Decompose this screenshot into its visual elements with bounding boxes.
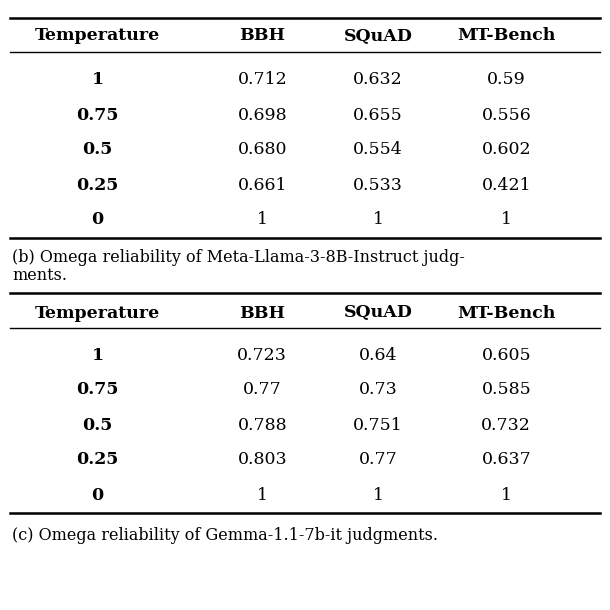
Text: 0.655: 0.655 xyxy=(353,107,403,123)
Text: 0.5: 0.5 xyxy=(82,417,113,434)
Text: 0.803: 0.803 xyxy=(237,451,287,468)
Text: 0.77: 0.77 xyxy=(243,381,282,398)
Text: Temperature: Temperature xyxy=(35,27,160,45)
Text: 0.712: 0.712 xyxy=(237,71,287,88)
Text: 0.25: 0.25 xyxy=(76,176,119,193)
Text: 0.698: 0.698 xyxy=(237,107,287,123)
Text: 0.75: 0.75 xyxy=(76,381,119,398)
Text: 0.661: 0.661 xyxy=(237,176,287,193)
Text: Temperature: Temperature xyxy=(35,304,160,321)
Text: 0.556: 0.556 xyxy=(481,107,531,123)
Text: 0.77: 0.77 xyxy=(359,451,398,468)
Text: 0.533: 0.533 xyxy=(353,176,403,193)
Text: ments.: ments. xyxy=(12,267,67,284)
Text: MT-Bench: MT-Bench xyxy=(457,304,556,321)
Text: 0.632: 0.632 xyxy=(353,71,403,88)
Text: 0.5: 0.5 xyxy=(82,142,113,159)
Text: 1: 1 xyxy=(373,487,384,503)
Text: 0.680: 0.680 xyxy=(237,142,287,159)
Text: 1: 1 xyxy=(501,212,512,229)
Text: 0.605: 0.605 xyxy=(481,346,531,364)
Text: 1: 1 xyxy=(257,487,268,503)
Text: 0.59: 0.59 xyxy=(487,71,526,88)
Text: 0.732: 0.732 xyxy=(481,417,531,434)
Text: 1: 1 xyxy=(501,487,512,503)
Text: 1: 1 xyxy=(92,346,104,364)
Text: BBH: BBH xyxy=(239,27,285,45)
Text: MT-Bench: MT-Bench xyxy=(457,27,556,45)
Text: 0.602: 0.602 xyxy=(481,142,531,159)
Text: 0.421: 0.421 xyxy=(481,176,531,193)
Text: 0.25: 0.25 xyxy=(76,451,119,468)
Text: 0.64: 0.64 xyxy=(359,346,398,364)
Text: 0: 0 xyxy=(92,212,104,229)
Text: 0.73: 0.73 xyxy=(359,381,398,398)
Text: BBH: BBH xyxy=(239,304,285,321)
Text: 1: 1 xyxy=(257,212,268,229)
Text: 1: 1 xyxy=(373,212,384,229)
Text: 0: 0 xyxy=(92,487,104,503)
Text: 0.637: 0.637 xyxy=(481,451,531,468)
Text: 0.723: 0.723 xyxy=(237,346,287,364)
Text: SQuAD: SQuAD xyxy=(344,304,412,321)
Text: (c) Omega reliability of Gemma-1.1-7b-it judgments.: (c) Omega reliability of Gemma-1.1-7b-it… xyxy=(12,526,438,544)
Text: 1: 1 xyxy=(92,71,104,88)
Text: 0.751: 0.751 xyxy=(353,417,403,434)
Text: (b) Omega reliability of Meta-Llama-3-8B-Instruct judg-: (b) Omega reliability of Meta-Llama-3-8B… xyxy=(12,249,465,267)
Text: 0.554: 0.554 xyxy=(353,142,403,159)
Text: 0.75: 0.75 xyxy=(76,107,119,123)
Text: 0.585: 0.585 xyxy=(481,381,531,398)
Text: SQuAD: SQuAD xyxy=(344,27,412,45)
Text: 0.788: 0.788 xyxy=(237,417,287,434)
